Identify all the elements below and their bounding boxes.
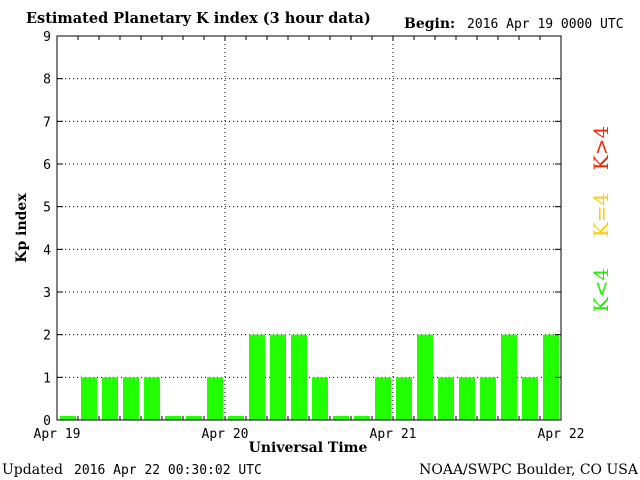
kp-bar: [228, 416, 244, 420]
kp-bar: [459, 377, 475, 420]
kp-bar: [501, 334, 517, 420]
y-tick-label: 1: [43, 371, 51, 386]
updated-label: Updated: [2, 462, 63, 478]
legend: K<4 K=4 K>4: [589, 126, 613, 312]
kp-bar: [417, 334, 433, 420]
y-tick-label: 2: [43, 329, 51, 344]
legend-item: K=4: [589, 193, 613, 237]
kp-bar: [249, 334, 265, 420]
kp-bar: [333, 416, 349, 420]
updated-value: 2016 Apr 22 00:30:02 UTC: [74, 463, 262, 478]
kp-bar: [102, 377, 118, 420]
y-axis-label: Kp index: [14, 193, 30, 263]
kp-bar: [144, 377, 160, 420]
kp-bar: [81, 377, 97, 420]
x-tick-label: Apr 20: [202, 427, 249, 442]
kp-bar: [270, 334, 286, 420]
kp-bar: [375, 377, 391, 420]
plot-bars: [60, 334, 559, 420]
kp-bar: [480, 377, 496, 420]
y-tick-label: 4: [43, 243, 51, 258]
kp-bar: [60, 416, 76, 420]
y-tick-label: 0: [43, 414, 51, 429]
y-tick-label: 7: [43, 115, 51, 130]
y-tick-label: 5: [43, 201, 51, 216]
kp-bar: [312, 377, 328, 420]
legend-item: K>4: [589, 126, 613, 170]
plot-frame: [56, 35, 562, 421]
y-tick-label: 8: [43, 73, 51, 88]
y-tick-label: 6: [43, 158, 51, 173]
x-tick-label: Apr 19: [34, 427, 81, 442]
kp-bar: [438, 377, 454, 420]
x-tick-label: Apr 22: [538, 427, 585, 442]
legend-item: K<4: [589, 268, 613, 312]
x-axis-ticks: Apr 19 Apr 20 Apr 21 Apr 22: [34, 36, 585, 442]
y-axis-ticks: 0 1 2 3 4 5 6 7 8 9: [43, 30, 561, 429]
kp-bar: [354, 416, 370, 420]
kp-bar: [291, 334, 307, 420]
chart-title: Estimated Planetary K index (3 hour data…: [26, 10, 371, 27]
plot-grid: [57, 36, 561, 420]
kp-bar: [165, 416, 181, 420]
kp-bar: [543, 334, 559, 420]
begin-label: Begin:: [404, 16, 455, 32]
kp-bar: [186, 416, 202, 420]
y-tick-label: 9: [43, 30, 51, 45]
kp-bar: [396, 377, 412, 420]
kp-bar: [522, 377, 538, 420]
x-tick-label: Apr 21: [370, 427, 417, 442]
x-axis-label: Universal Time: [249, 440, 368, 456]
begin-value: 2016 Apr 19 0000 UTC: [467, 17, 624, 32]
footer-credit: NOAA/SWPC Boulder, CO USA: [419, 462, 639, 478]
y-tick-label: 3: [43, 286, 51, 301]
kp-bar: [123, 377, 139, 420]
kp-bar: [207, 377, 223, 420]
